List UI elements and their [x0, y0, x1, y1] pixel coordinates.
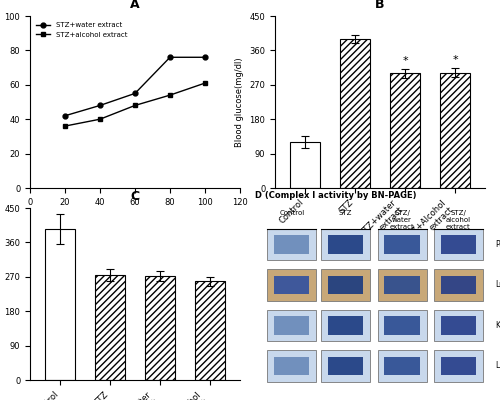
Bar — [267, 229, 316, 260]
Text: STZ/
water
extract: STZ/ water extract — [390, 210, 414, 230]
Title: A: A — [130, 0, 140, 11]
Bar — [145, 276, 175, 380]
Bar — [321, 350, 370, 382]
Bar — [440, 72, 470, 188]
Bar — [378, 229, 426, 260]
Line: STZ+water extract: STZ+water extract — [62, 55, 208, 118]
Bar — [340, 39, 370, 188]
Text: Control: Control — [279, 210, 304, 216]
Text: *: * — [402, 56, 408, 66]
Title: C: C — [130, 190, 140, 203]
Bar — [328, 316, 364, 334]
Bar — [440, 236, 476, 254]
Text: D (Complex I activity by BN-PAGE): D (Complex I activity by BN-PAGE) — [255, 191, 416, 200]
Bar — [384, 316, 420, 334]
Bar — [434, 229, 483, 260]
Bar — [95, 275, 125, 380]
Bar — [290, 142, 320, 188]
Bar — [390, 73, 420, 188]
STZ+alcohol extract — [167, 93, 173, 98]
Bar — [328, 276, 364, 294]
STZ+alcohol extract — [132, 103, 138, 108]
STZ+water extract — [62, 113, 68, 118]
STZ+water extract — [167, 55, 173, 60]
Text: Liver: Liver — [495, 362, 500, 370]
Text: STZ/
alcohol
extract: STZ/ alcohol extract — [446, 210, 471, 230]
Y-axis label: Blood glucose(mg/dl): Blood glucose(mg/dl) — [234, 57, 244, 147]
Legend: STZ+water extract, STZ+alcohol extract: STZ+water extract, STZ+alcohol extract — [34, 20, 130, 40]
Bar — [434, 310, 483, 341]
Bar — [45, 229, 75, 380]
Bar — [274, 276, 310, 294]
Bar — [440, 316, 476, 334]
Bar — [384, 357, 420, 375]
STZ+water extract — [132, 91, 138, 96]
Bar — [274, 357, 310, 375]
Text: Kidney: Kidney — [495, 321, 500, 330]
Bar — [195, 281, 225, 380]
Bar — [378, 269, 426, 301]
Bar — [328, 236, 364, 254]
STZ+water extract — [97, 103, 103, 108]
Bar — [328, 357, 364, 375]
Bar — [384, 236, 420, 254]
STZ+alcohol extract — [97, 117, 103, 122]
Title: B: B — [375, 0, 385, 11]
Bar — [434, 269, 483, 301]
Bar — [274, 316, 310, 334]
STZ+water extract — [202, 55, 208, 60]
Bar — [321, 269, 370, 301]
Bar — [321, 229, 370, 260]
Text: Pancreas: Pancreas — [495, 240, 500, 249]
STZ+alcohol extract — [202, 81, 208, 86]
Bar — [378, 310, 426, 341]
STZ+alcohol extract — [62, 124, 68, 128]
Bar — [434, 350, 483, 382]
Text: STZ: STZ — [339, 210, 352, 216]
Bar — [274, 236, 310, 254]
Bar — [267, 310, 316, 341]
Bar — [267, 269, 316, 301]
Text: *: * — [452, 55, 458, 65]
Bar — [440, 276, 476, 294]
Bar — [321, 310, 370, 341]
Bar — [440, 357, 476, 375]
X-axis label: Concentration (mg/mL): Concentration (mg/mL) — [86, 212, 184, 221]
Text: Lung: Lung — [495, 280, 500, 290]
Bar — [384, 276, 420, 294]
Bar — [378, 350, 426, 382]
Bar — [267, 350, 316, 382]
Line: STZ+alcohol extract: STZ+alcohol extract — [62, 81, 208, 128]
